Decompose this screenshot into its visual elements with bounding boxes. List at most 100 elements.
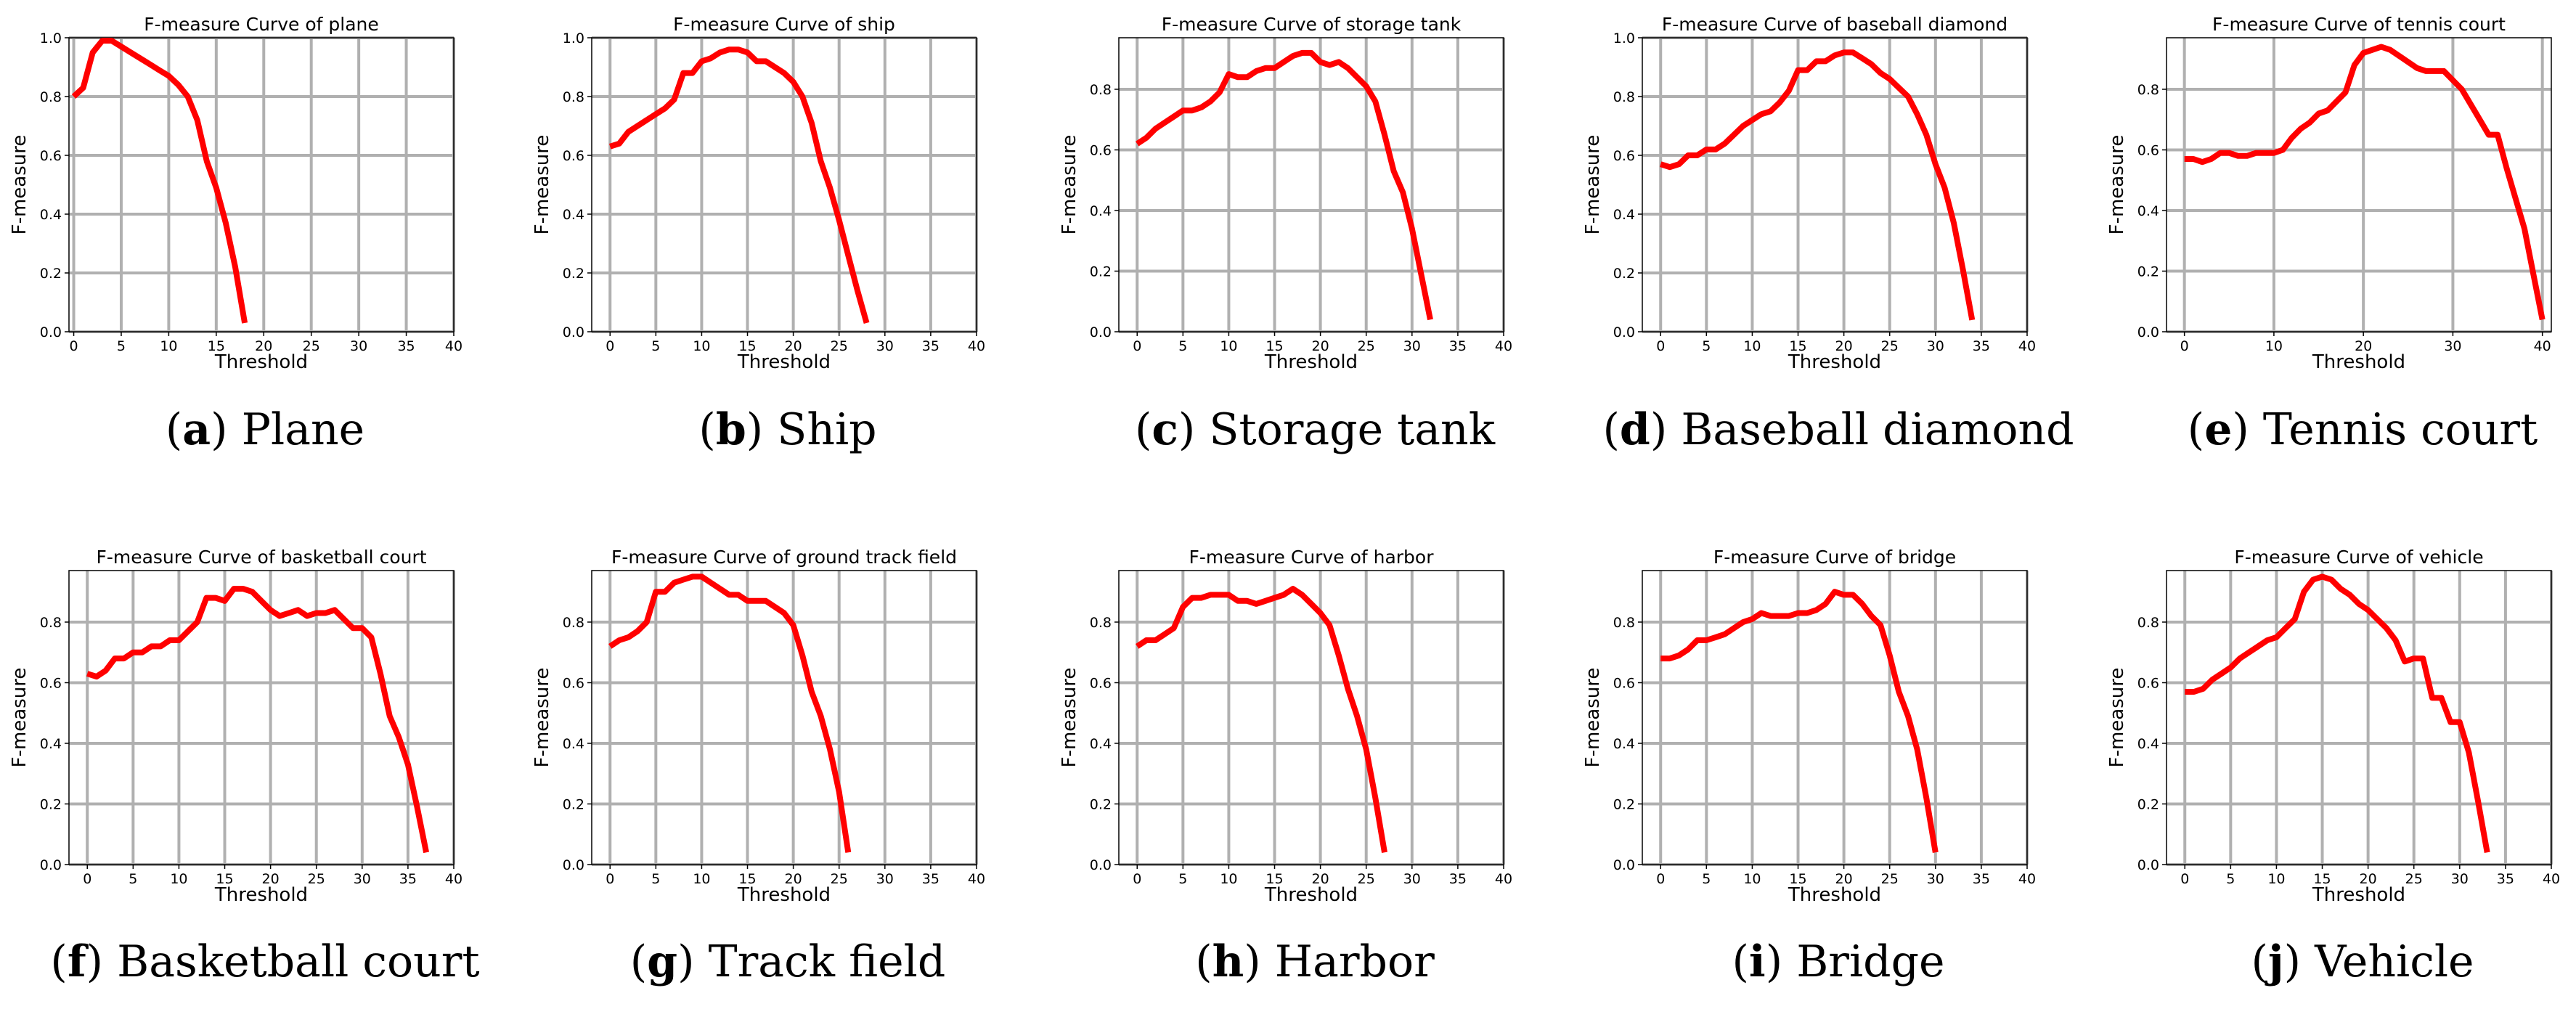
chart-title: F-measure Curve of tennis court	[2212, 14, 2506, 35]
chart-panel-e: F-measure Curve of tennis court 0 10 20 30 40…	[2106, 14, 2552, 455]
x-tick-label: 40	[1495, 871, 1512, 887]
x-tick-label: 0	[1656, 338, 1665, 354]
f-measure-curve	[86, 586, 430, 854]
y-tick-label: 0.0	[40, 324, 62, 340]
x-tick-label: 10	[2267, 871, 2285, 887]
x-axis-label: Threshold	[1264, 351, 1358, 373]
caption-letter: b	[716, 404, 746, 455]
x-tick-label: 25	[831, 338, 848, 354]
x-tick-label: 20	[1835, 338, 1853, 354]
chart-title: F-measure Curve of harbor	[1189, 547, 1434, 568]
chart-title: F-measure Curve of ground track field	[611, 547, 957, 568]
chart-title: F-measure Curve of plane	[144, 14, 379, 35]
x-tick-label: 20	[2360, 871, 2377, 887]
y-tick-label: 0.6	[1090, 675, 1112, 691]
x-tick-label: 20	[255, 338, 272, 354]
caption-open-paren: (	[1195, 936, 1212, 987]
chart-panel-i: F-measure Curve of bridge 0 5 10 15 20 25 30 35 4…	[1582, 547, 2036, 987]
x-tick-label: 30	[876, 871, 894, 887]
x-tick-label: 5	[651, 338, 660, 354]
x-tick-label: 40	[445, 338, 462, 354]
y-tick-label: 0.6	[563, 675, 584, 691]
x-tick-label: 20	[1312, 871, 1329, 887]
x-tick-label: 5	[129, 871, 137, 887]
x-tick-label: 30	[2444, 338, 2461, 354]
x-tick-label: 10	[1743, 871, 1761, 887]
x-axis-label: Threshold	[737, 884, 831, 906]
axes-frame	[591, 570, 977, 865]
caption-text: Storage tank	[1209, 404, 1495, 455]
x-tick-label: 25	[831, 871, 848, 887]
y-tick-label: 0.4	[1090, 203, 1112, 219]
y-axis-label: F-measure	[531, 668, 553, 768]
x-axis-label: Threshold	[737, 351, 831, 373]
x-tick-label: 0	[1133, 871, 1141, 887]
y-tick-label: 0.0	[1090, 324, 1112, 340]
y-tick-label: 0.6	[40, 148, 62, 164]
y-tick-label: 0.6	[2137, 675, 2159, 691]
x-tick-label: 5	[1178, 871, 1187, 887]
axes-frame	[1642, 570, 2028, 865]
f-measure-curve	[1659, 49, 1976, 321]
y-tick-label: 0.4	[1613, 207, 1635, 223]
caption-close-paren: )	[211, 404, 241, 455]
subfigure-caption: (i) Bridge	[1732, 936, 1945, 987]
y-tick-label: 0.8	[563, 615, 584, 631]
x-tick-label: 5	[1702, 338, 1711, 354]
caption-close-paren: )	[1766, 936, 1796, 987]
y-tick-label: 0.4	[40, 736, 62, 752]
x-tick-label: 15	[208, 338, 225, 354]
y-tick-label: 0.8	[2137, 615, 2159, 631]
caption-open-paren: (	[630, 936, 647, 987]
x-tick-label: 0	[83, 871, 91, 887]
x-tick-label: 10	[1743, 338, 1761, 354]
x-tick-label: 40	[1495, 338, 1512, 354]
y-tick-label: 0.2	[2137, 264, 2159, 279]
caption-text: Bridge	[1796, 936, 1944, 987]
x-tick-label: 25	[1358, 871, 1375, 887]
chart-panel-d: F-measure Curve of baseball diamond 0 5 10 1…	[1582, 14, 2074, 455]
caption-text: Vehicle	[2314, 936, 2474, 987]
chart-title: F-measure Curve of storage tank	[1162, 14, 1462, 35]
chart-panel-b: F-measure Curve of ship 0 5 10 15 20 25 30 35 40 0…	[531, 14, 985, 455]
chart-title: F-measure Curve of bridge	[1713, 547, 1956, 568]
x-tick-label: 30	[1927, 871, 1944, 887]
chart-title: F-measure Curve of baseball diamond	[1662, 14, 2008, 35]
y-tick-label: 0.6	[40, 675, 62, 691]
f-measure-curve	[1136, 49, 1433, 321]
f-measure-curve	[1135, 586, 1387, 853]
x-tick-label: 10	[1220, 871, 1237, 887]
x-tick-label: 0	[606, 871, 614, 887]
y-tick-label: 1.0	[40, 30, 62, 46]
chart-title: F-measure Curve of vehicle	[2234, 547, 2483, 568]
x-tick-label: 0	[1656, 871, 1665, 887]
chart-title: F-measure Curve of basketball court	[96, 547, 426, 568]
x-tick-label: 10	[1220, 338, 1237, 354]
x-tick-label: 10	[160, 338, 177, 354]
x-tick-label: 0	[2180, 871, 2189, 887]
caption-text: Basketball court	[117, 936, 479, 987]
x-tick-label: 20	[785, 338, 802, 354]
y-tick-label: 0.8	[1090, 82, 1112, 98]
y-axis-label: F-measure	[9, 135, 30, 235]
y-axis-label: F-measure	[1059, 668, 1080, 768]
chart-title: F-measure Curve of ship	[673, 14, 895, 35]
subfigure-caption: (f) Basketball court	[50, 936, 479, 987]
caption-letter: a	[182, 404, 211, 455]
y-tick-label: 0.2	[2137, 796, 2159, 812]
chart-panel-a: F-measure Curve of plane 0 5 10 15 20 25 30 35 40…	[9, 14, 462, 455]
x-tick-label: 5	[1702, 871, 1711, 887]
x-axis-label: Threshold	[1264, 884, 1358, 906]
y-tick-label: 0.4	[563, 207, 584, 223]
caption-text: Ship	[777, 404, 876, 455]
x-tick-label: 30	[1403, 338, 1421, 354]
y-tick-label: 0.2	[40, 796, 62, 812]
y-axis-label: F-measure	[1059, 135, 1080, 235]
caption-letter: f	[68, 936, 89, 987]
x-axis-label: Threshold	[2312, 884, 2405, 906]
x-tick-label: 25	[2405, 871, 2423, 887]
caption-letter: i	[1749, 936, 1766, 987]
x-axis-label: Threshold	[1788, 884, 1881, 906]
x-tick-label: 0	[1133, 338, 1141, 354]
x-axis-label: Threshold	[2312, 351, 2405, 373]
